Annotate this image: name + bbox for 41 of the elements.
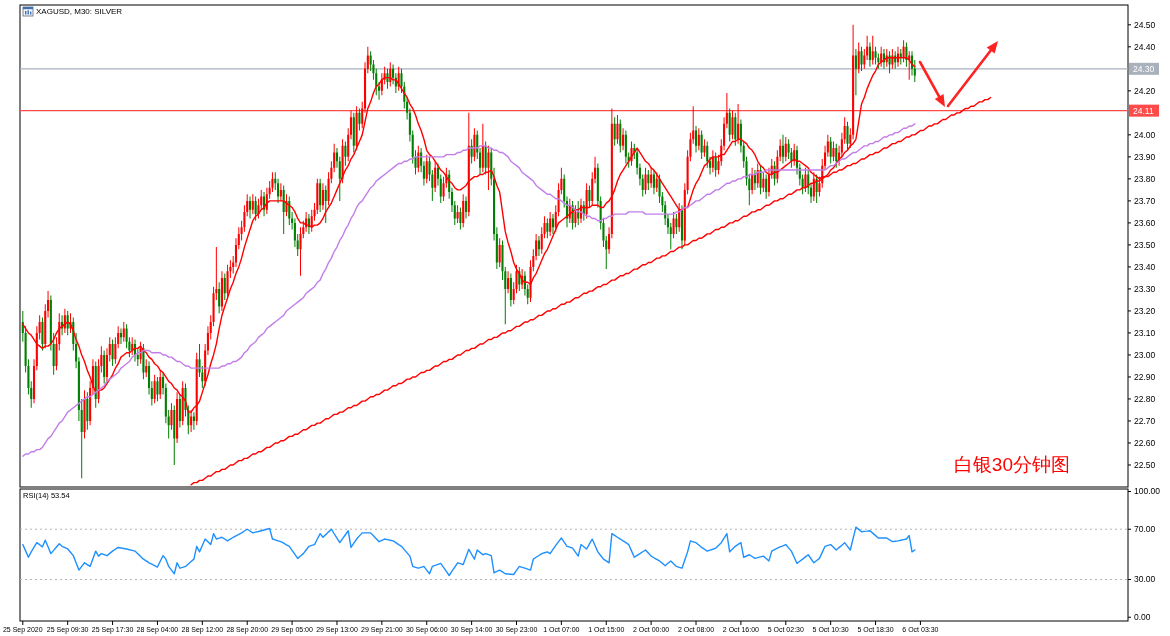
y-tick-label: 23.70 bbox=[1134, 195, 1156, 206]
y-tick-label: 23.20 bbox=[1134, 305, 1156, 316]
y-tick-label: 24.00 bbox=[1134, 129, 1156, 140]
annotation: 白银30分钟图 bbox=[953, 454, 1070, 475]
candlestick bbox=[874, 46, 877, 65]
y-tick-label: 23.90 bbox=[1134, 151, 1156, 162]
y-tick-label: 30.00 bbox=[1134, 574, 1156, 585]
y-tick-label: 23.40 bbox=[1134, 261, 1156, 272]
y-tick-label: 0.00 bbox=[1134, 612, 1151, 623]
y-tick-label: 22.80 bbox=[1134, 393, 1156, 404]
y-tick-label: 23.10 bbox=[1134, 327, 1156, 338]
ref-line-label: 24.11 bbox=[1133, 105, 1154, 116]
line-series bbox=[22, 123, 916, 457]
candlestick bbox=[846, 121, 849, 151]
candlestick bbox=[860, 46, 863, 72]
y-tick-label: 22.50 bbox=[1134, 459, 1156, 470]
y-tick-label: 23.50 bbox=[1134, 239, 1156, 250]
y-tick-label: 22.70 bbox=[1134, 415, 1156, 426]
y-tick-label: 70.00 bbox=[1134, 524, 1156, 535]
y-tick-label: 23.00 bbox=[1134, 349, 1156, 360]
y-tick-label: 100.00 bbox=[1134, 486, 1161, 497]
y-tick-label: 22.90 bbox=[1134, 371, 1156, 382]
candlestick bbox=[759, 165, 762, 195]
candlestick bbox=[644, 167, 647, 195]
y-tick-label: 24.40 bbox=[1134, 41, 1156, 52]
candlestick bbox=[156, 376, 159, 402]
candlestick bbox=[83, 390, 86, 439]
candlestick bbox=[731, 110, 734, 140]
chart-title: XAGUSD, M30: SILVER bbox=[36, 7, 123, 16]
ref-line-label: 24.30 bbox=[1133, 63, 1155, 74]
y-tick-label: 23.80 bbox=[1134, 173, 1156, 184]
y-tick-label: 24.50 bbox=[1134, 19, 1156, 30]
y-tick-label: 23.30 bbox=[1134, 283, 1156, 294]
candlestick bbox=[832, 141, 835, 162]
y-tick-label: 24.20 bbox=[1134, 85, 1156, 96]
line-series bbox=[22, 526, 916, 577]
y-tick-label: 23.60 bbox=[1134, 217, 1156, 228]
y-tick-label: 22.60 bbox=[1134, 437, 1156, 448]
candlestick bbox=[170, 403, 173, 430]
candlestick bbox=[386, 68, 389, 89]
candlestick bbox=[616, 115, 619, 144]
